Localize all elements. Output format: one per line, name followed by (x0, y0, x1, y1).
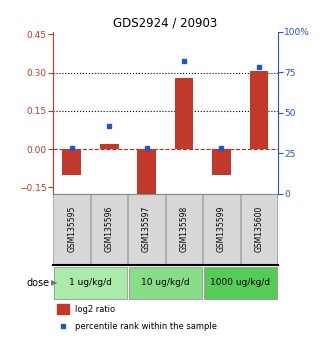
Text: GSM135596: GSM135596 (105, 206, 114, 252)
Text: log2 ratio: log2 ratio (75, 305, 116, 314)
Text: 10 ug/kg/d: 10 ug/kg/d (141, 278, 190, 287)
Text: GSM135595: GSM135595 (67, 206, 76, 252)
Text: percentile rank within the sample: percentile rank within the sample (75, 322, 217, 331)
Bar (62, 149, 81, 175)
Bar (203, 194, 240, 265)
Text: 1000 ug/kg/d: 1000 ug/kg/d (210, 278, 270, 287)
Text: ▶: ▶ (51, 278, 58, 287)
Bar (54, 267, 127, 299)
Title: GDS2924 / 20903: GDS2924 / 20903 (113, 16, 217, 29)
Bar (128, 194, 165, 265)
Text: GSM135600: GSM135600 (255, 206, 264, 252)
Text: GSM135598: GSM135598 (179, 206, 188, 252)
Text: 1 ug/kg/d: 1 ug/kg/d (69, 278, 112, 287)
Bar (166, 194, 202, 265)
Bar (204, 267, 277, 299)
Bar (100, 144, 118, 149)
Bar (137, 149, 156, 194)
Bar (129, 267, 202, 299)
Bar (175, 78, 193, 149)
Bar (212, 149, 231, 175)
Bar (250, 72, 268, 149)
Bar (91, 194, 127, 265)
Bar (241, 194, 277, 265)
Bar (57, 304, 69, 314)
Text: GSM135599: GSM135599 (217, 206, 226, 252)
Bar (53, 194, 90, 265)
Text: GSM135597: GSM135597 (142, 206, 151, 252)
Text: dose: dose (27, 278, 50, 287)
